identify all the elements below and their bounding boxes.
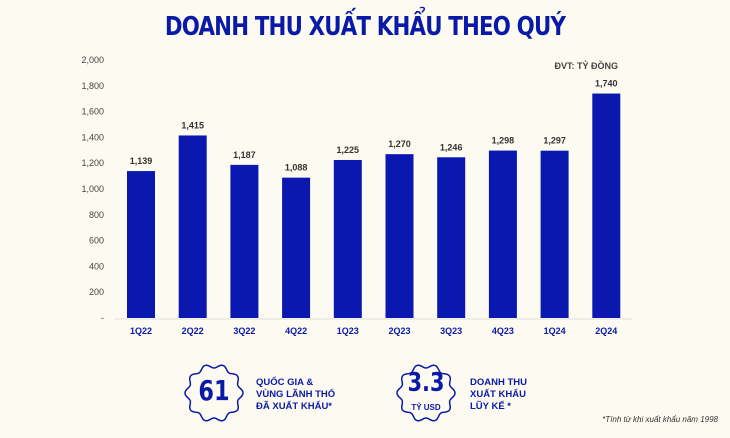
stat-value: 3.3	[407, 368, 445, 398]
x-tick-label: 1Q22	[130, 326, 152, 336]
stat-line: LŨY KẾ *	[470, 401, 512, 412]
stat-desc: QUỐC GIA & VÙNG LÃNH THỔ ĐÃ XUẤT KHẨU*	[256, 377, 335, 413]
data-label: 1,270	[388, 139, 411, 149]
y-tick-label: -	[101, 313, 104, 323]
bar	[437, 157, 466, 318]
footnote: *Tính từ khi xuất khẩu năm 1998	[602, 415, 718, 424]
y-tick-label: 1,400	[81, 132, 104, 142]
y-tick-label: 1,200	[81, 158, 104, 168]
bar	[385, 154, 414, 318]
data-label: 1,298	[492, 136, 515, 146]
scalloped-badge-icon	[184, 364, 244, 422]
stat-sub: TỶ USD	[411, 403, 441, 412]
data-label: 1,139	[130, 156, 153, 166]
bar	[540, 150, 569, 318]
bar	[230, 164, 259, 318]
x-tick-label: 2Q23	[388, 326, 410, 336]
y-tick-label: 400	[89, 261, 104, 271]
y-tick-label: 200	[89, 287, 104, 297]
data-label: 1,225	[337, 145, 360, 155]
stat-line: QUỐC GIA &	[256, 377, 314, 388]
scalloped-badge-icon	[396, 364, 456, 422]
y-tick-label: 600	[89, 236, 104, 246]
x-tick-label: 2Q22	[182, 326, 204, 336]
bar-chart: - 200 400 600 800 1,000 1,200 1,400 1,600 1,800 2,…	[81, 55, 632, 336]
bar	[282, 177, 311, 318]
stat-line: DOANH THU	[470, 377, 527, 388]
data-label: 1,740	[595, 79, 618, 89]
y-tick-label: 2,000	[81, 55, 104, 65]
bar	[592, 93, 621, 318]
data-label: 1,088	[285, 163, 308, 173]
stat-line: VÙNG LÃNH THỔ	[256, 389, 336, 400]
y-tick-label: 800	[89, 210, 104, 220]
unit-label: ĐVT: TỶ ĐỒNG	[554, 61, 618, 71]
x-tick-label: 2Q24	[595, 326, 617, 336]
stat-desc: DOANH THU XUẤT KHẨU LŨY KẾ *	[470, 377, 527, 413]
stat-value: 61	[198, 374, 230, 407]
data-label: 1,297	[543, 136, 566, 146]
bar	[127, 171, 155, 318]
y-tick-label: 1,600	[81, 107, 104, 117]
x-tick-label: 3Q23	[440, 326, 462, 336]
badge-revenue: 3.3 TỶ USD	[395, 362, 457, 429]
data-label: 1,415	[181, 120, 204, 130]
x-tick-label: 3Q22	[233, 326, 255, 336]
data-label: 1,246	[440, 142, 463, 152]
y-tick-label: 1,800	[81, 81, 104, 91]
x-tick-label: 4Q22	[285, 326, 307, 336]
stat-line: XUẤT KHẨU	[470, 389, 526, 400]
stat-line: ĐÃ XUẤT KHẨU*	[256, 401, 332, 412]
bar	[488, 150, 517, 318]
badge-countries: 61	[183, 362, 245, 429]
chart-title: DOANH THU XUẤT KHẨU THEO QUÝ	[164, 12, 566, 42]
bar	[333, 159, 362, 318]
y-tick-label: 1,000	[81, 184, 104, 194]
x-tick-label: 4Q23	[492, 326, 514, 336]
bar	[178, 135, 207, 318]
x-tick-label: 1Q23	[337, 326, 359, 336]
data-label: 1,187	[233, 150, 256, 160]
x-tick-label: 1Q24	[544, 326, 566, 336]
